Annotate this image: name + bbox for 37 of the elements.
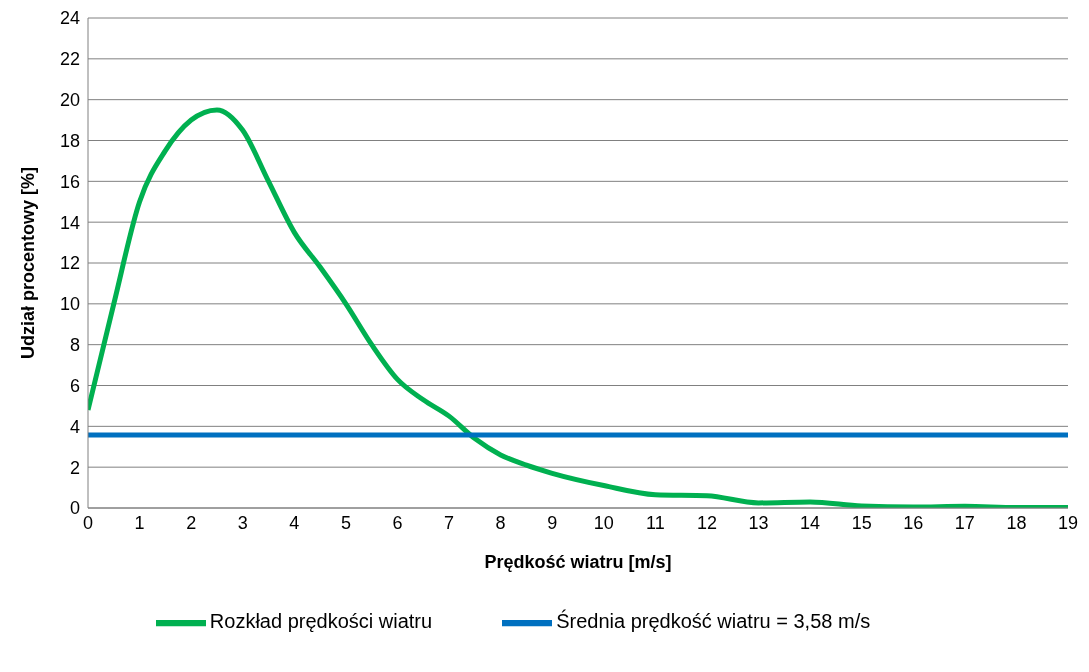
y-tick-label: 12 — [59, 253, 80, 274]
x-tick-label: 6 — [392, 512, 403, 533]
x-tick-label: 4 — [289, 512, 300, 533]
x-tick-label: 2 — [186, 512, 197, 533]
x-tick-label: 5 — [340, 512, 351, 533]
y-tick-label: 16 — [59, 171, 80, 192]
y-tick-label: 20 — [59, 90, 80, 111]
x-tick-label: 11 — [646, 512, 665, 533]
x-tick-label: 16 — [903, 512, 924, 533]
x-tick-label: 17 — [954, 512, 975, 533]
x-tick-label: 19 — [1057, 512, 1079, 533]
x-axis-title: Prędkość wiatru [m/s] — [484, 552, 672, 572]
x-tick-label: 13 — [748, 512, 769, 533]
x-tick-label: 15 — [851, 512, 872, 533]
x-tick-label: 18 — [1006, 512, 1027, 533]
x-tick-label: 1 — [134, 512, 145, 533]
y-tick-label: 22 — [59, 49, 80, 70]
x-tick-label: 0 — [82, 512, 94, 533]
x-tick-label: 9 — [547, 512, 558, 533]
y-tick-label: 8 — [69, 335, 80, 356]
y-tick-label: 2 — [69, 457, 80, 478]
x-tick-label: 8 — [495, 512, 506, 533]
x-tick-label: 7 — [444, 512, 455, 533]
x-tick-label: 14 — [800, 512, 821, 533]
legend-label: Średnia prędkość wiatru = 3,58 m/s — [556, 610, 871, 633]
y-tick-label: 24 — [59, 8, 80, 29]
y-tick-label: 4 — [69, 416, 80, 437]
x-tick-label: 12 — [696, 512, 717, 533]
y-tick-label: 14 — [59, 212, 80, 233]
x-tick-label: 10 — [593, 512, 614, 533]
y-tick-label: 18 — [59, 130, 80, 151]
y-axis-title: Udział procentowy [%] — [18, 166, 39, 360]
x-tick-label: 3 — [237, 512, 248, 533]
y-tick-label: 0 — [69, 498, 80, 519]
y-tick-label: 6 — [69, 375, 80, 396]
y-tick-label: 10 — [59, 294, 80, 315]
legend-label: Rozkład prędkości wiatru — [209, 610, 433, 633]
